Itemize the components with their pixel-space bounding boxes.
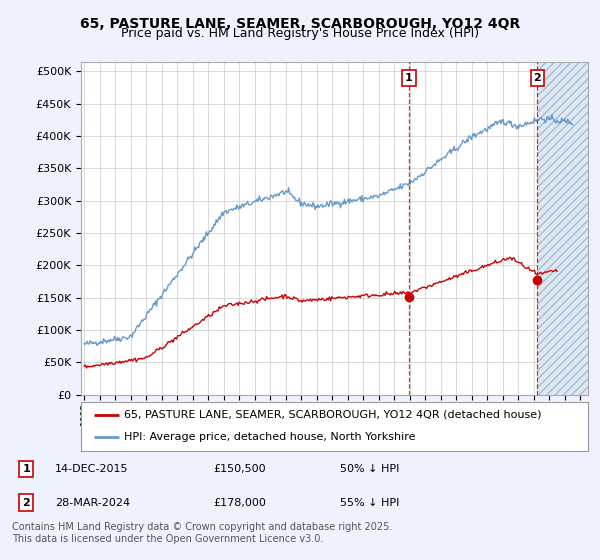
Text: £150,500: £150,500	[214, 464, 266, 474]
Text: Price paid vs. HM Land Registry's House Price Index (HPI): Price paid vs. HM Land Registry's House …	[121, 27, 479, 40]
Text: 65, PASTURE LANE, SEAMER, SCARBOROUGH, YO12 4QR: 65, PASTURE LANE, SEAMER, SCARBOROUGH, Y…	[80, 17, 520, 31]
Text: 14-DEC-2015: 14-DEC-2015	[55, 464, 128, 474]
Text: 2: 2	[23, 498, 30, 507]
Text: Contains HM Land Registry data © Crown copyright and database right 2025.
This d: Contains HM Land Registry data © Crown c…	[12, 522, 392, 544]
Text: 50% ↓ HPI: 50% ↓ HPI	[340, 464, 400, 474]
Text: 28-MAR-2024: 28-MAR-2024	[55, 498, 130, 507]
Text: 55% ↓ HPI: 55% ↓ HPI	[340, 498, 400, 507]
Text: 1: 1	[23, 464, 30, 474]
Text: 2: 2	[533, 73, 541, 83]
Text: £178,000: £178,000	[214, 498, 266, 507]
Text: 1: 1	[405, 73, 413, 83]
Bar	[538, 62, 588, 395]
Text: 65, PASTURE LANE, SEAMER, SCARBOROUGH, YO12 4QR (detached house): 65, PASTURE LANE, SEAMER, SCARBOROUGH, Y…	[124, 410, 542, 420]
Text: HPI: Average price, detached house, North Yorkshire: HPI: Average price, detached house, Nort…	[124, 432, 416, 442]
